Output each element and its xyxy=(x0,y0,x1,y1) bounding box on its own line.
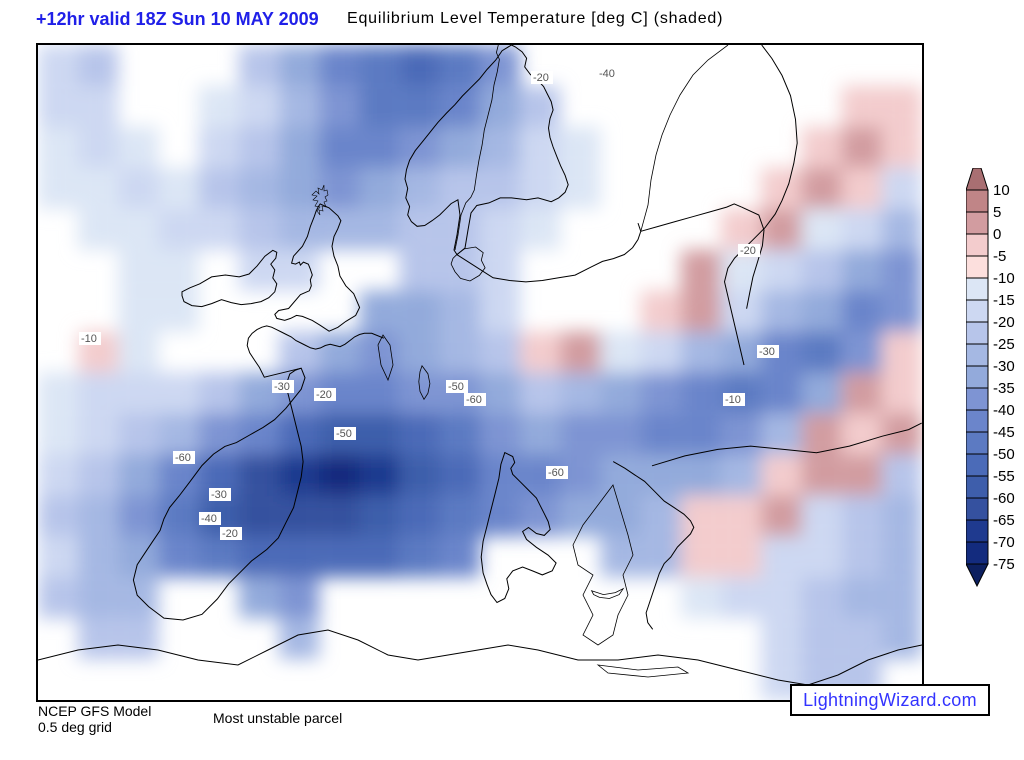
svg-text:-20: -20 xyxy=(222,528,238,540)
svg-text:-40: -40 xyxy=(201,513,217,525)
svg-text:-60: -60 xyxy=(548,467,564,479)
svg-text:-10: -10 xyxy=(81,333,97,345)
svg-text:-60: -60 xyxy=(993,490,1015,507)
svg-text:-25: -25 xyxy=(993,336,1015,353)
svg-text:0: 0 xyxy=(993,226,1001,243)
svg-text:-55: -55 xyxy=(993,468,1015,485)
svg-text:10: 10 xyxy=(993,182,1010,199)
svg-text:-10: -10 xyxy=(725,394,741,406)
svg-text:-45: -45 xyxy=(993,424,1015,441)
svg-text:-40: -40 xyxy=(993,402,1015,419)
svg-text:5: 5 xyxy=(993,204,1001,221)
svg-text:-20: -20 xyxy=(993,314,1015,331)
svg-text:-20: -20 xyxy=(533,72,549,84)
svg-text:-60: -60 xyxy=(466,394,482,406)
svg-text:-75: -75 xyxy=(993,556,1015,573)
svg-text:-30: -30 xyxy=(274,381,290,393)
svg-text:-50: -50 xyxy=(448,381,464,393)
svg-text:-30: -30 xyxy=(759,346,775,358)
svg-text:-20: -20 xyxy=(316,389,332,401)
svg-text:-30: -30 xyxy=(993,358,1015,375)
svg-text:-40: -40 xyxy=(599,68,615,80)
svg-text:-10: -10 xyxy=(993,270,1015,287)
svg-text:-30: -30 xyxy=(211,489,227,501)
svg-text:-50: -50 xyxy=(336,428,352,440)
svg-text:-70: -70 xyxy=(993,534,1015,551)
svg-text:-50: -50 xyxy=(993,446,1015,463)
svg-text:-20: -20 xyxy=(740,245,756,257)
svg-text:-60: -60 xyxy=(175,452,191,464)
svg-text:-15: -15 xyxy=(993,292,1015,309)
svg-text:-35: -35 xyxy=(993,380,1015,397)
svg-text:-65: -65 xyxy=(993,512,1015,529)
svg-text:-5: -5 xyxy=(993,248,1006,265)
